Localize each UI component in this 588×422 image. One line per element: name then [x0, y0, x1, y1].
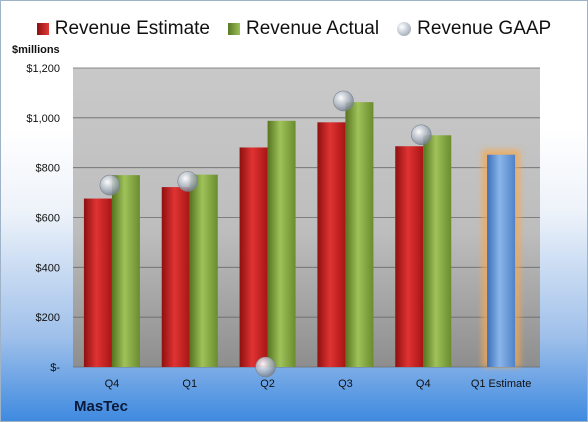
- marker-revenue-gaap: [99, 174, 121, 196]
- y-tick-label: $1,000: [26, 113, 60, 125]
- x-tick-label: Q3: [338, 378, 353, 390]
- bar-revenue-estimate: [83, 198, 112, 367]
- y-tick-label: $1,200: [26, 63, 60, 75]
- y-tick-label: $400: [36, 262, 60, 274]
- bar-revenue-estimate: [161, 187, 190, 367]
- marker-revenue-gaap: [333, 90, 354, 112]
- legend-label-gaap: Revenue GAAP: [417, 18, 552, 39]
- bar-revenue-estimate: [317, 122, 346, 368]
- x-tick-label: Q2: [260, 378, 275, 390]
- marker-revenue-gaap: [410, 124, 432, 146]
- legend-swatch-actual: [228, 23, 240, 35]
- bar-forecast-estimate: [487, 154, 516, 367]
- legend-swatch-estimate: [36, 23, 49, 35]
- legend-swatch-gaap: [397, 22, 412, 36]
- legend-label-actual: Revenue Actual: [246, 18, 380, 39]
- legend-item-estimate: Revenue Estimate: [36, 18, 210, 40]
- y-tick-label: $200: [36, 312, 60, 324]
- marker-revenue-gaap: [177, 171, 199, 192]
- legend-label-estimate: Revenue Estimate: [54, 18, 210, 39]
- legend-item-gaap: Revenue GAAP: [397, 18, 551, 40]
- bar-revenue-actual: [111, 175, 140, 367]
- y-axis-label: $millions: [12, 44, 60, 56]
- y-tick-label: $-: [50, 362, 60, 374]
- legend-item-actual: Revenue Actual: [228, 18, 379, 40]
- brand-label: MasTec: [74, 398, 128, 415]
- y-tick-label: $600: [36, 213, 60, 225]
- x-tick-label: Q1 Estimate: [471, 378, 532, 390]
- marker-revenue-gaap: [255, 356, 276, 378]
- x-tick-label: Q4: [105, 378, 120, 390]
- x-tick-label: Q4: [416, 378, 431, 390]
- y-tick-label: $800: [36, 163, 60, 175]
- bar-revenue-actual: [345, 102, 374, 367]
- chart-legend: Revenue Estimate Revenue Actual Revenue …: [0, 14, 588, 44]
- bar-revenue-estimate: [395, 146, 424, 367]
- bar-revenue-actual: [423, 135, 452, 367]
- bar-revenue-estimate: [239, 147, 268, 367]
- bar-revenue-actual: [267, 120, 296, 367]
- bar-revenue-actual: [189, 174, 218, 367]
- x-tick-label: Q1: [182, 378, 197, 390]
